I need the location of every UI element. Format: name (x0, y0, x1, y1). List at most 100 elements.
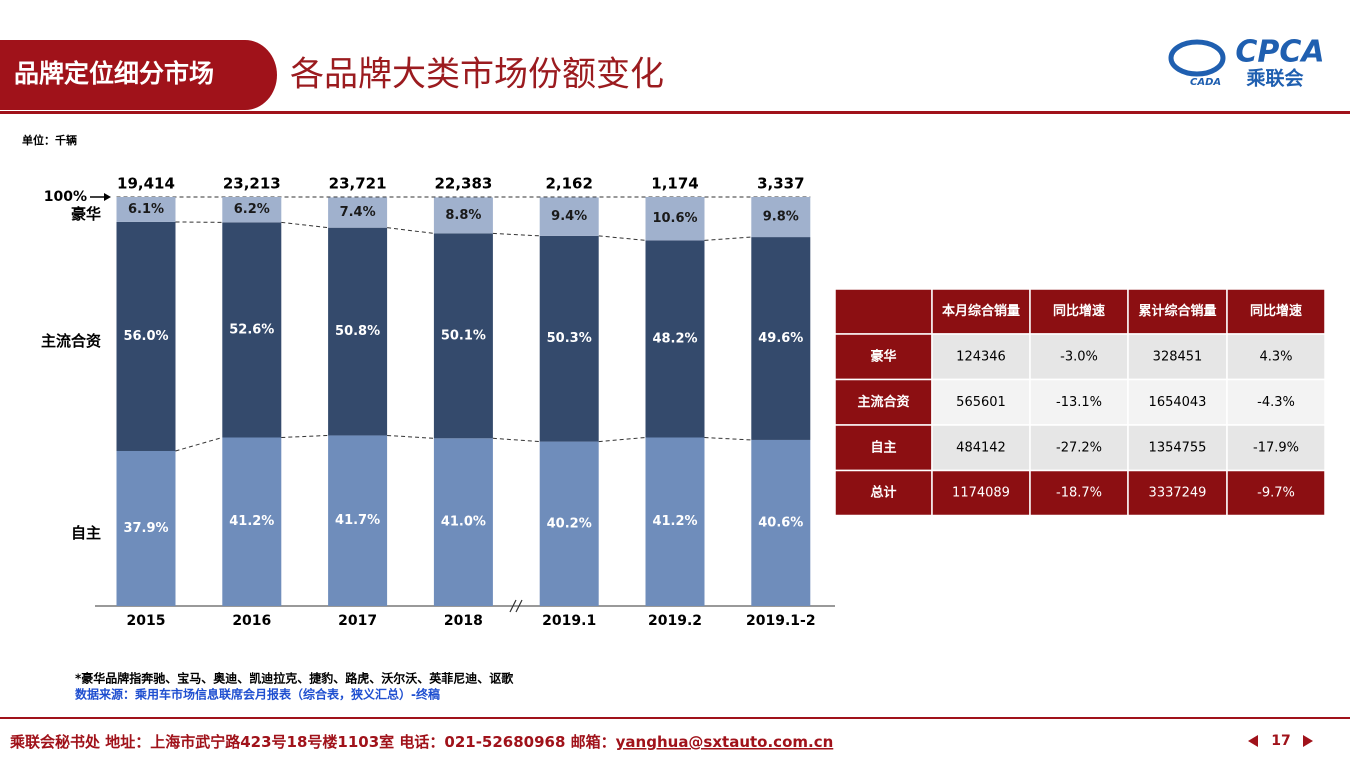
bar-segment (645, 437, 705, 606)
value-label: 56.0% (123, 329, 168, 344)
table-text: 328451 (1153, 349, 1203, 364)
value-label: 41.7% (335, 513, 380, 528)
table-text: 1654043 (1149, 395, 1207, 410)
x-tick-label: 2017 (338, 613, 377, 629)
bar-segment (116, 221, 176, 451)
series-label: 豪华 (71, 205, 101, 223)
table-text: 484142 (956, 440, 1006, 455)
value-label: 50.3% (547, 331, 592, 346)
total-label: 2,162 (545, 175, 592, 193)
connector (704, 236, 752, 241)
series-label: 主流合资 (41, 332, 101, 350)
table-cell (834, 424, 933, 472)
connector (704, 436, 752, 441)
value-label: 9.4% (551, 209, 587, 224)
table-text: -27.2% (1056, 440, 1102, 455)
header-rule (0, 111, 1350, 114)
value-label: 50.1% (441, 328, 486, 343)
table-cell (931, 333, 1031, 381)
connector (281, 434, 329, 438)
table-text: 3337249 (1149, 486, 1207, 501)
bar-segment (539, 441, 599, 606)
value-label: 7.4% (340, 205, 376, 220)
logo-ring (1168, 39, 1226, 77)
value-label: 52.6% (229, 322, 274, 337)
x-tick-label: 2015 (127, 613, 166, 629)
bar-segment (328, 197, 388, 228)
connector (492, 232, 540, 237)
table-cell (1226, 378, 1326, 426)
value-label: 41.2% (229, 514, 274, 529)
connector (281, 221, 329, 229)
bar-segment (222, 437, 282, 606)
table-cell (931, 378, 1031, 426)
bar-segment (645, 197, 705, 241)
bar-segment (433, 438, 493, 606)
bar-segment (116, 197, 176, 222)
table-text: -18.7% (1056, 486, 1102, 501)
badge: 品牌定位细分市场 (14, 59, 214, 88)
x-tick-label: 2019.2 (648, 613, 702, 629)
bar-segment (433, 197, 493, 234)
bar-segment (222, 222, 282, 438)
table-cell (1029, 288, 1129, 335)
total-label: 23,721 (329, 175, 387, 193)
table-text: 565601 (956, 395, 1006, 410)
table-cell (1029, 469, 1129, 517)
axis-break (509, 599, 523, 613)
value-label: 37.9% (123, 521, 168, 536)
x-tick-label: 2019.1 (542, 613, 596, 629)
connector (598, 235, 646, 241)
bar-segment (539, 235, 599, 442)
value-label: 48.2% (652, 331, 697, 346)
table-text: 自主 (870, 439, 896, 455)
logo-sub: 乘联会 (1245, 67, 1303, 90)
bar-segment (222, 197, 282, 223)
value-label: 49.6% (758, 331, 803, 346)
table-cell (1127, 378, 1228, 426)
badge-bg (0, 40, 277, 110)
y-tick-label: 100% (44, 189, 87, 205)
value-label: 41.0% (441, 515, 486, 530)
x-tick-label: 2018 (444, 613, 483, 629)
connector (175, 437, 223, 452)
table-cell (1029, 333, 1129, 381)
slide-title: 各品牌大类市场份额变化 (290, 55, 664, 95)
value-label: 40.2% (547, 516, 592, 531)
x-tick-label: 2019.1-2 (746, 613, 816, 629)
value-label: 6.1% (128, 202, 164, 217)
table-cell (931, 469, 1031, 517)
table-text: 主流合资 (857, 394, 909, 410)
table-text: -4.3% (1257, 395, 1295, 410)
value-label: 41.2% (652, 514, 697, 529)
tick-arrowhead (104, 193, 111, 201)
prev[interactable] (1248, 735, 1258, 747)
total-label: 19,414 (117, 175, 175, 193)
table-text: 1174089 (952, 486, 1010, 501)
table-cell (834, 288, 933, 335)
total-label: 3,337 (757, 175, 804, 193)
table-text: 累计综合销量 (1138, 303, 1216, 319)
table-text: 124346 (956, 349, 1006, 364)
bar-segment (751, 197, 811, 238)
x-tick-label: 2016 (232, 613, 271, 629)
table-cell (931, 288, 1031, 335)
bar-segment (116, 450, 176, 606)
bar-segment (645, 240, 705, 438)
table-text: 1354755 (1149, 440, 1207, 455)
total-label: 23,213 (223, 175, 281, 193)
connector (387, 434, 434, 439)
value-label: 6.2% (234, 202, 270, 217)
source: 数据来源：乘用车市场信息联席会月报表（综合表，狭义汇总）-终稿 (75, 687, 440, 702)
value-label: 40.6% (758, 515, 803, 530)
table-cell (834, 333, 933, 381)
table-text: -13.1% (1056, 395, 1102, 410)
table-text: 总计 (870, 485, 896, 501)
table-text: 豪华 (870, 348, 896, 364)
bar-segment (433, 233, 493, 439)
table-cell (1226, 288, 1326, 335)
table-text: -3.0% (1060, 349, 1098, 364)
bar-segment (328, 435, 388, 606)
next[interactable] (1303, 735, 1313, 747)
